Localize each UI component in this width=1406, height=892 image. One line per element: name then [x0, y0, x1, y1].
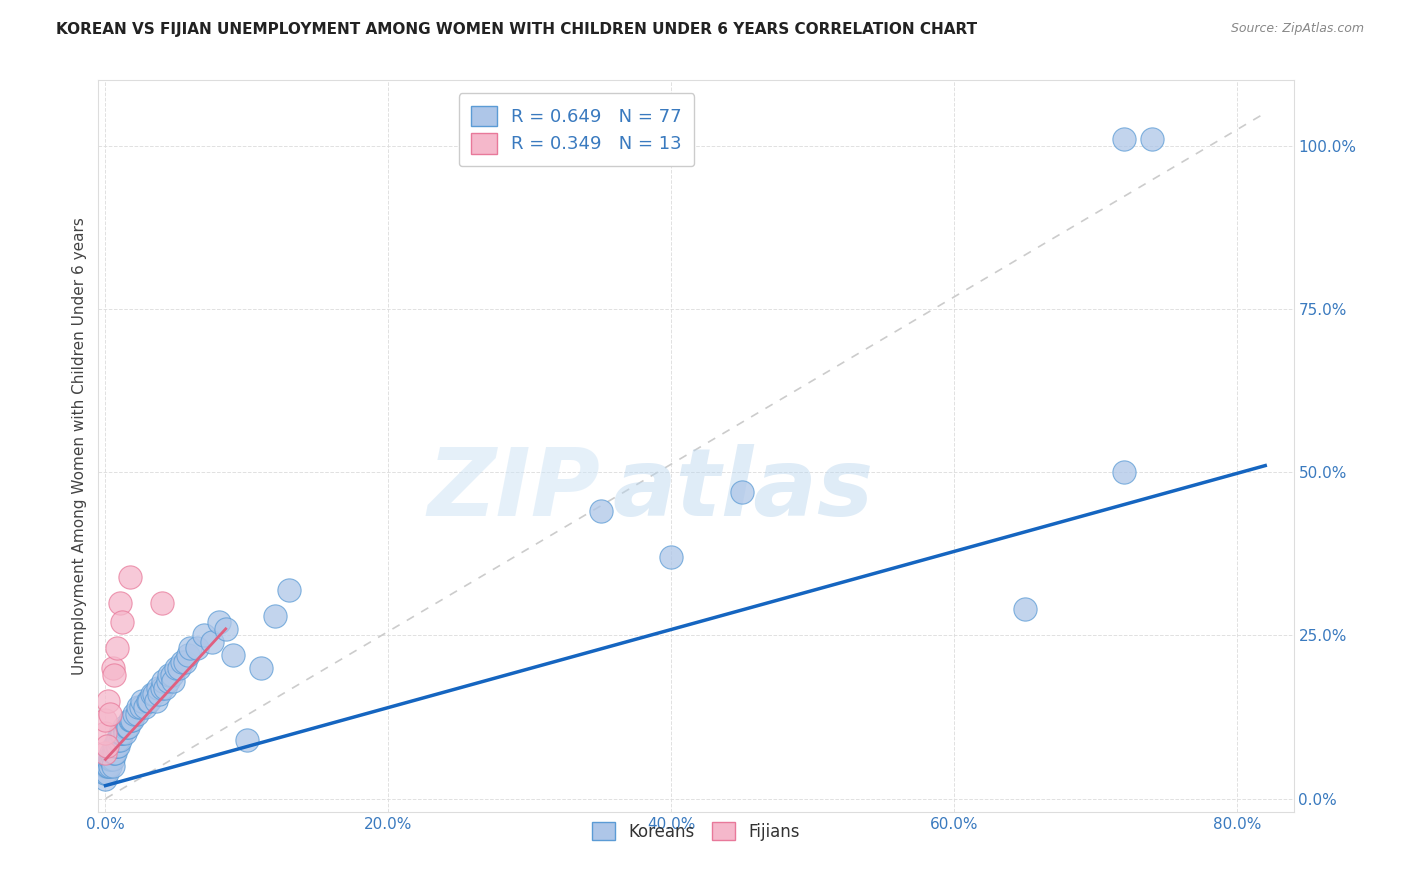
Point: [145, 694, 167, 708]
Point: [129, 700, 152, 714]
Point: [173, 655, 195, 669]
Point: [589, 504, 612, 518]
Point: [117, 720, 139, 734]
Point: [105, 732, 128, 747]
Point: [97, 694, 120, 708]
Point: [167, 661, 190, 675]
Text: atlas: atlas: [613, 444, 873, 536]
Point: [108, 732, 131, 747]
Point: [165, 661, 187, 675]
Point: [122, 706, 145, 721]
Point: [103, 667, 125, 681]
Point: [105, 641, 128, 656]
Point: [136, 694, 159, 708]
Point: [179, 641, 201, 656]
Point: [94, 759, 117, 773]
Y-axis label: Unemployment Among Women with Children Under 6 years: Unemployment Among Women with Children U…: [72, 217, 87, 675]
Point: [731, 484, 754, 499]
Point: [278, 582, 301, 597]
Point: [146, 681, 169, 695]
Point: [112, 720, 135, 734]
Point: [105, 739, 128, 754]
Point: [107, 732, 129, 747]
Point: [141, 687, 163, 701]
Point: [208, 615, 231, 630]
Point: [200, 635, 222, 649]
Point: [250, 661, 273, 675]
Point: [152, 674, 174, 689]
Point: [111, 615, 134, 630]
Point: [101, 752, 124, 766]
Point: [1112, 132, 1135, 146]
Point: [94, 746, 117, 760]
Point: [150, 596, 173, 610]
Point: [160, 667, 183, 681]
Point: [114, 726, 136, 740]
Point: [111, 726, 134, 740]
Point: [142, 687, 165, 701]
Point: [94, 726, 117, 740]
Point: [97, 759, 120, 773]
Point: [264, 608, 287, 623]
Point: [148, 687, 170, 701]
Point: [110, 726, 132, 740]
Legend: Koreans, Fijians: Koreans, Fijians: [585, 816, 807, 847]
Point: [108, 596, 131, 610]
Point: [176, 648, 198, 662]
Point: [222, 648, 245, 662]
Point: [138, 694, 160, 708]
Point: [101, 661, 124, 675]
Point: [104, 739, 127, 754]
Point: [103, 739, 125, 754]
Point: [1014, 602, 1036, 616]
Point: [134, 700, 156, 714]
Point: [659, 549, 682, 564]
Point: [153, 681, 176, 695]
Point: [107, 739, 129, 754]
Point: [94, 714, 117, 728]
Point: [101, 746, 124, 760]
Point: [118, 714, 141, 728]
Point: [1112, 465, 1135, 479]
Point: [162, 674, 184, 689]
Point: [108, 726, 131, 740]
Point: [121, 714, 143, 728]
Text: Source: ZipAtlas.com: Source: ZipAtlas.com: [1230, 22, 1364, 36]
Point: [94, 772, 117, 786]
Point: [115, 720, 138, 734]
Point: [125, 706, 148, 721]
Point: [156, 674, 179, 689]
Point: [97, 752, 120, 766]
Point: [150, 681, 173, 695]
Point: [98, 706, 121, 721]
Point: [170, 655, 193, 669]
Point: [127, 700, 149, 714]
Point: [98, 752, 121, 766]
Point: [120, 714, 142, 728]
Point: [100, 746, 122, 760]
Point: [96, 759, 118, 773]
Point: [104, 746, 127, 760]
Point: [98, 759, 121, 773]
Point: [215, 622, 238, 636]
Point: [1140, 132, 1163, 146]
Point: [118, 569, 141, 583]
Point: [101, 759, 124, 773]
Point: [94, 765, 117, 780]
Point: [94, 765, 117, 780]
Point: [100, 752, 122, 766]
Point: [96, 739, 118, 754]
Point: [236, 732, 259, 747]
Point: [103, 746, 125, 760]
Point: [157, 667, 180, 681]
Point: [131, 694, 153, 708]
Text: KOREAN VS FIJIAN UNEMPLOYMENT AMONG WOMEN WITH CHILDREN UNDER 6 YEARS CORRELATIO: KOREAN VS FIJIAN UNEMPLOYMENT AMONG WOME…: [56, 22, 977, 37]
Text: ZIP: ZIP: [427, 444, 600, 536]
Point: [186, 641, 208, 656]
Point: [193, 628, 215, 642]
Point: [96, 765, 118, 780]
